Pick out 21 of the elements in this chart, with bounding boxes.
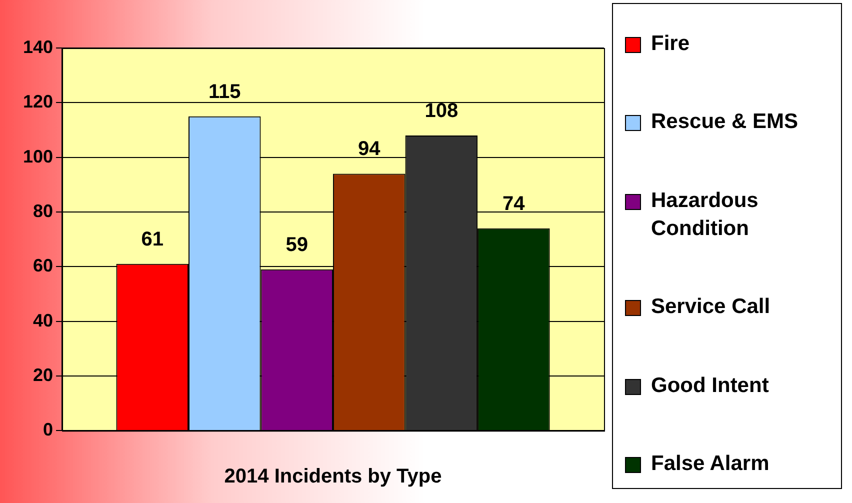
- y-tick-label: 140: [22, 36, 54, 57]
- y-tick-label: 40: [33, 310, 54, 330]
- y-tick-label: 60: [33, 256, 54, 276]
- y-tick-label: 100: [22, 146, 54, 166]
- y-tick-label: 20: [33, 364, 54, 385]
- data-label: 59: [286, 234, 308, 256]
- data-label: 115: [208, 80, 241, 103]
- y-tick-label: 0: [43, 420, 54, 440]
- y-tick-label: 80: [33, 200, 54, 221]
- data-label: 108: [424, 100, 458, 122]
- y-tick-label: 120: [22, 92, 54, 112]
- data-label: 74: [502, 192, 526, 215]
- legend-label: Good Intent: [651, 372, 769, 399]
- legend-label: Fire: [651, 31, 690, 57]
- data-label: 61: [141, 228, 164, 250]
- legend-label: Hazardous Condition: [651, 188, 760, 242]
- legend-label: Rescue & EMS: [651, 109, 798, 136]
- legend-label: False Alarm: [651, 450, 770, 477]
- data-label: 94: [358, 138, 382, 160]
- x-axis-title: 2014 Incidents by Type: [224, 466, 442, 488]
- legend-label: Service Call: [651, 294, 770, 320]
